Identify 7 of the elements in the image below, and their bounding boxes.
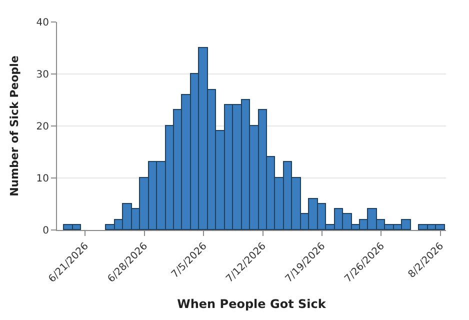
y-tick-label: 40	[36, 18, 49, 28]
y-tick-label: 30	[36, 70, 49, 80]
x-axis-title: When People Got Sick	[177, 296, 327, 311]
y-axis-title: Number of Sick People	[8, 56, 21, 196]
y-tick-label: 20	[36, 122, 49, 132]
y-tick-label: 10	[36, 174, 49, 184]
y-tick-label: 0	[42, 226, 49, 236]
